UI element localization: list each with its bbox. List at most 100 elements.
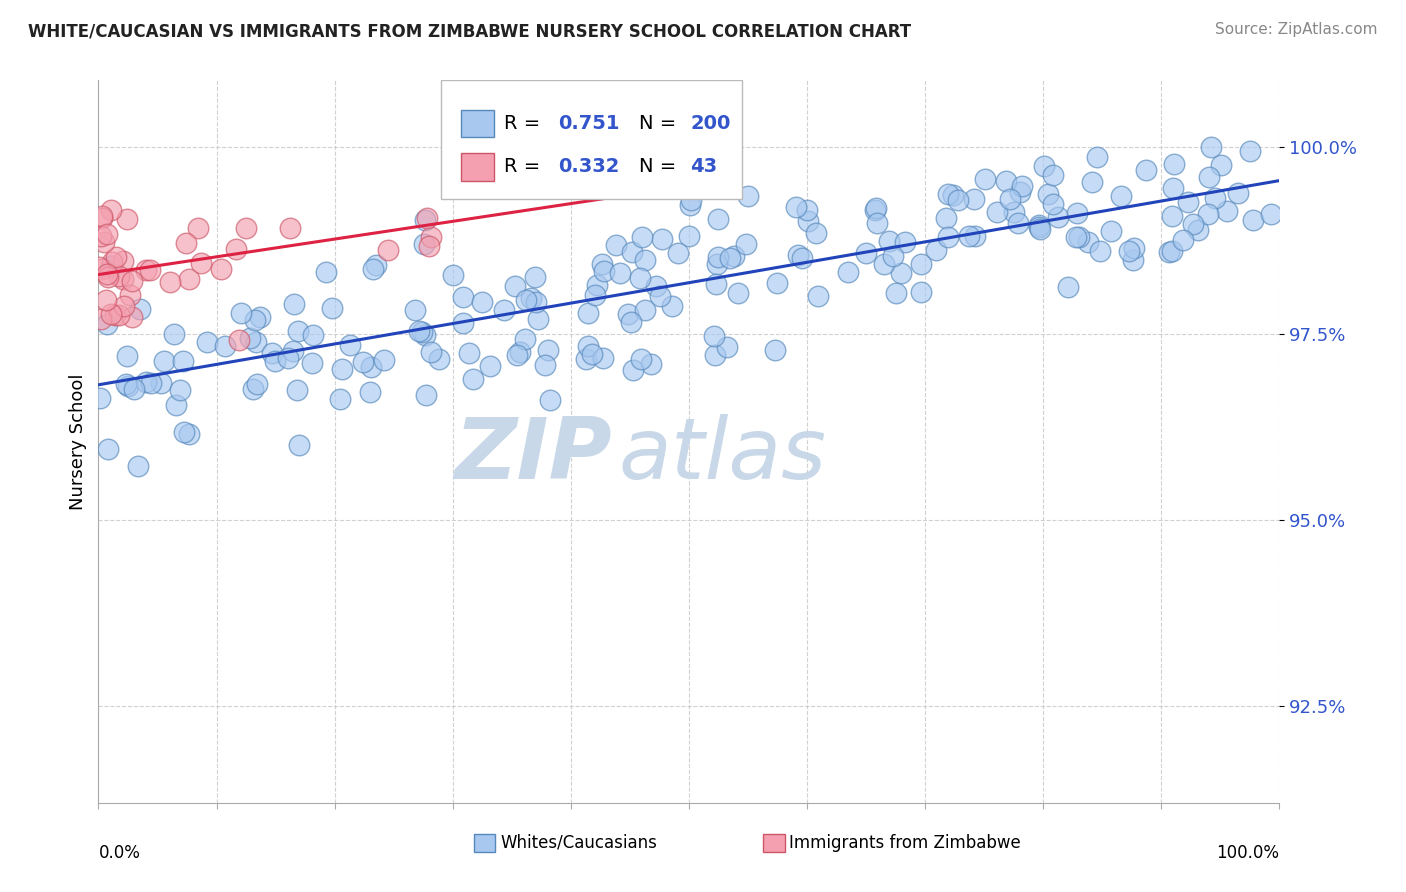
Point [1135,163,1157,178]
Point [285,383,308,397]
Point [727,286,749,301]
Point [766,277,789,291]
Point [506,348,529,362]
Point [366,258,388,272]
Point [228,333,250,347]
Point [527,311,550,326]
Point [91,262,114,277]
Point [120,288,142,302]
Point [1002,205,1025,219]
Point [616,307,638,321]
Point [301,327,323,342]
Point [153,354,176,368]
Point [94,293,117,307]
Point [1157,244,1180,259]
Point [681,193,703,207]
Point [1085,150,1108,164]
Point [1057,279,1080,293]
Point [910,285,932,299]
Point [882,249,904,263]
Point [461,371,484,385]
Point [97,442,120,456]
Point [934,211,956,226]
Point [581,347,603,361]
Point [150,376,173,390]
Point [785,201,807,215]
Text: Immigrants from Zimbabwe: Immigrants from Zimbabwe [789,833,1021,852]
Point [1090,244,1112,259]
Point [214,339,236,353]
Point [315,265,337,279]
Text: N =: N = [640,114,676,133]
Point [129,302,152,317]
Point [735,237,758,252]
Point [936,230,959,244]
Point [243,312,266,326]
Point [763,343,786,358]
Point [963,192,986,206]
Point [301,356,323,370]
Point [108,268,131,283]
Point [737,188,759,202]
Point [963,229,986,244]
Point [478,359,501,373]
Point [1163,157,1185,171]
Point [415,211,437,226]
Point [609,267,631,281]
Point [264,353,287,368]
Point [706,257,728,271]
Point [1036,187,1059,202]
Point [1260,207,1282,221]
Point [418,238,440,252]
Point [97,269,120,284]
Point [704,347,727,361]
Point [361,262,384,277]
Point [1227,186,1250,201]
Point [998,192,1021,206]
Point [1204,191,1226,205]
Point [679,198,702,212]
Point [235,220,257,235]
Point [592,351,614,365]
Point [89,260,111,274]
Point [631,230,654,244]
Point [246,377,269,392]
Point [666,246,689,260]
Point [411,325,433,339]
Text: 43: 43 [690,158,717,177]
Point [1028,220,1050,235]
Point [100,307,122,321]
Point [707,212,730,227]
Point [1118,244,1140,259]
Point [121,310,143,324]
Point [704,277,727,291]
Text: N =: N = [640,158,676,177]
Point [1081,175,1104,189]
Point [190,256,212,270]
Point [115,349,138,363]
Point [586,278,609,293]
Point [509,345,531,359]
Point [1243,212,1265,227]
Point [519,291,541,305]
Point [1198,169,1220,184]
Point [90,211,112,226]
Point [1066,206,1088,220]
Point [408,324,430,338]
Text: 0.751: 0.751 [558,114,620,133]
Point [339,338,361,352]
Point [121,274,143,288]
Point [114,376,136,391]
Point [1111,189,1133,203]
Point [115,211,138,226]
Point [578,339,600,353]
Point [620,315,643,329]
Point [1209,157,1232,171]
Point [661,299,683,313]
Point [96,227,118,241]
Point [995,174,1018,188]
Point [855,246,877,260]
Point [494,303,516,318]
Point [628,270,651,285]
Point [101,255,124,269]
